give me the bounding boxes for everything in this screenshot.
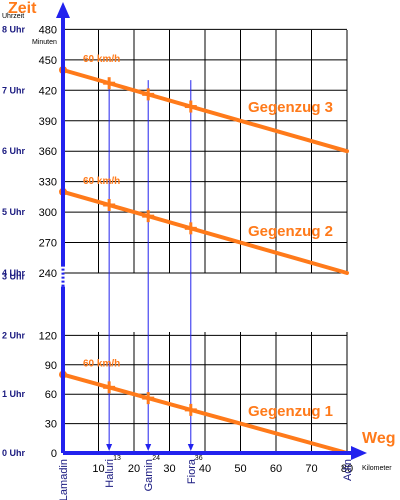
station-label: Haluri [104,459,116,488]
station-lines [106,80,194,451]
y-tick-label: 270 [39,238,57,250]
y-tick-label: 240 [39,268,57,280]
train-lines [59,66,349,455]
y-axis-title: Zeit [8,0,37,17]
y-tick-label: 360 [39,146,57,158]
speed-label: 60 km/h [83,359,120,370]
hour-label: 3 Uhr [2,272,26,282]
station-label: Gamin [143,459,155,491]
x-tick-label: 50 [234,463,246,475]
x-axis-arrow [351,446,367,460]
speed-label: 60 km/h [83,54,120,65]
y-tick-label: 420 [39,85,57,97]
y-unit-uhrzeit: Uhrzeit [2,13,24,20]
speed-label: 60 km/h [83,176,120,187]
hour-label: 2 Uhr [2,330,26,340]
station-label: Fiora [186,458,198,484]
y-tick-label: 120 [39,330,57,342]
train-name-label: Gegenzug 2 [248,223,333,240]
station-km-label: 13 [113,455,121,462]
y-unit-minuten: Minuten [32,39,57,46]
station-arrow [106,444,113,451]
x-tick-label: 70 [305,463,317,475]
hour-label: 0 Uhr [2,448,26,458]
x-unit-label: Kilometer [362,465,392,472]
hour-label: 7 Uhr [2,85,26,95]
station-km-label: 24 [152,455,160,462]
grid [63,28,348,453]
hour-label: 5 Uhr [2,207,26,217]
station-arrow [145,444,152,451]
y-tick-label: 450 [39,55,57,67]
station-arrow [187,444,194,451]
train-name-label: Gegenzug 1 [248,403,333,420]
station-label: Adin [342,459,354,481]
x-tick-label: 60 [270,463,282,475]
y-tick-label: 0 [51,448,57,460]
station-km-label: 36 [195,455,203,462]
y-tick-label: 60 [45,389,57,401]
y-tick-label: 90 [45,360,57,372]
x-tick-label: 20 [128,463,140,475]
axes [56,2,367,460]
y-tick-label: 300 [39,207,57,219]
y-tick-label: 330 [39,177,57,189]
y-axis-arrow [56,2,70,18]
hour-label: 6 Uhr [2,146,26,156]
x-tick-label: 10 [92,463,104,475]
hour-label: 8 Uhr [2,24,26,34]
y-tick-label: 30 [45,419,57,431]
x-tick-label: 30 [163,463,175,475]
x-tick-label: 40 [199,463,211,475]
hour-label: 4 Uhr [2,268,26,278]
y-tick-label: 480 [39,24,57,36]
x-axis-title: Weg [362,430,395,447]
station-label: Lamadin [58,459,70,500]
x-tick-label: 80 [341,463,353,475]
y-tick-label: 390 [39,116,57,128]
train-name-label: Gegenzug 3 [248,99,333,116]
hour-label: 1 Uhr [2,389,26,399]
